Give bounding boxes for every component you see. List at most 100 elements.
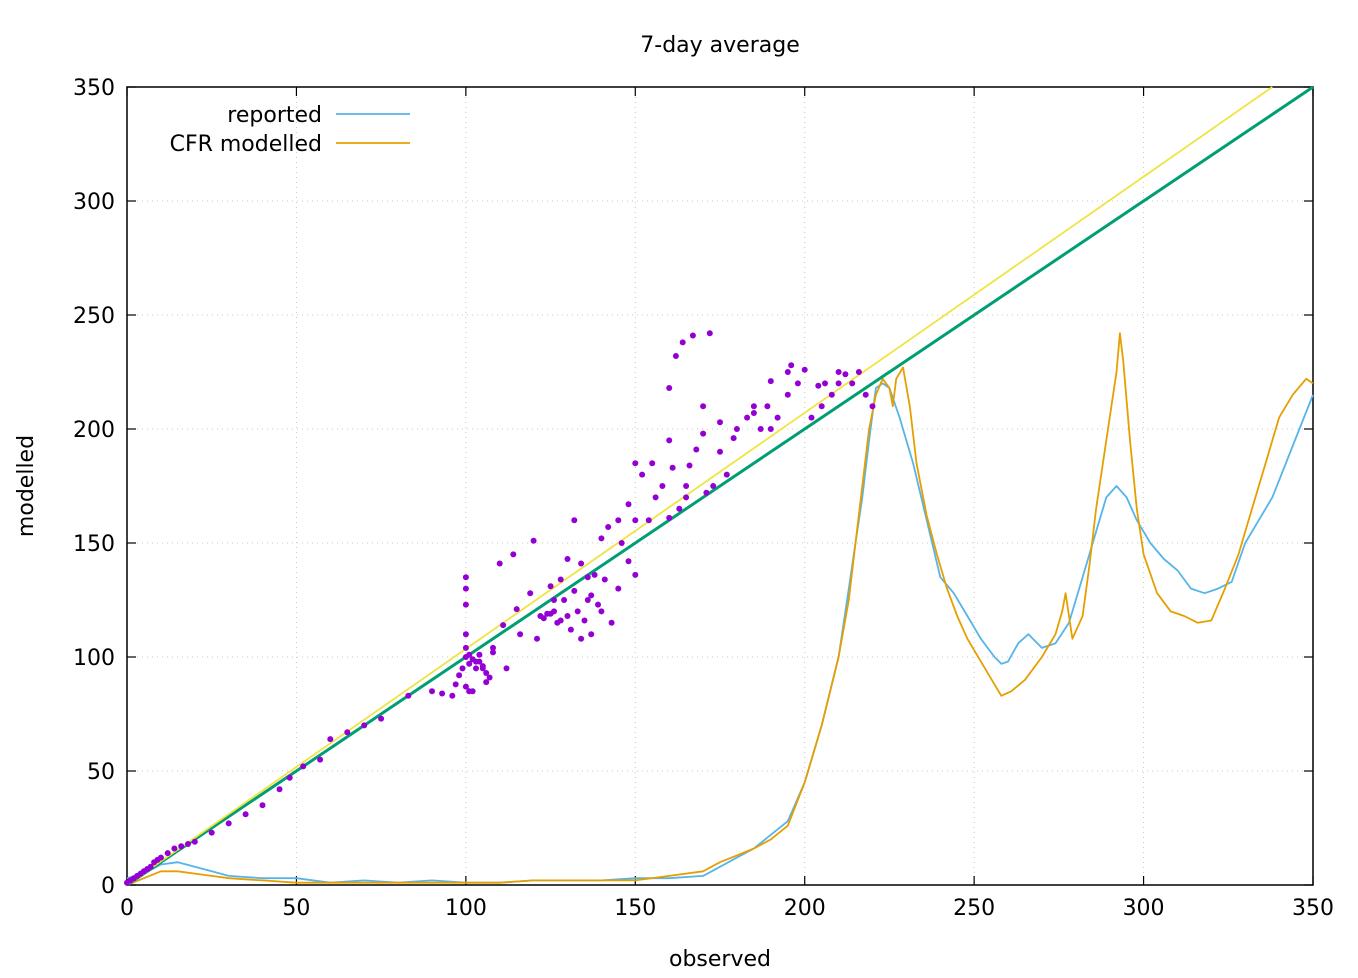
- x-tick-label-5: 250: [953, 896, 995, 921]
- axis-ticks: 0 50 100 150 200 250 300 350 0 50 100 150 200 250 300 3…: [73, 76, 1334, 921]
- scatter-point-82: [659, 483, 666, 489]
- scatter-point-50: [496, 560, 503, 567]
- scatter-point-16: [208, 829, 215, 836]
- scatter-point-132: [479, 663, 486, 670]
- scatter-point-85: [676, 505, 683, 512]
- scatter-point-37: [462, 631, 469, 638]
- scatter-point-23: [317, 756, 324, 763]
- scatter-point-147: [547, 583, 554, 590]
- scatter-point-78: [632, 571, 639, 578]
- scatter-point-51: [500, 622, 507, 629]
- scatter-point-98: [757, 426, 764, 432]
- legend-label-1: CFR modelled: [170, 132, 322, 157]
- scatter-point-108: [822, 380, 828, 387]
- scatter-point-105: [801, 366, 808, 373]
- scatter-point-33: [456, 672, 463, 679]
- x-tick-label-2: 100: [445, 896, 487, 921]
- scatter-point-52: [510, 551, 517, 558]
- scatter-point-64: [567, 626, 574, 633]
- scatter-point-146: [557, 576, 564, 583]
- scatter-point-19: [259, 802, 266, 809]
- scatter-point-81: [652, 494, 659, 501]
- scatter-point-30: [439, 690, 446, 697]
- scatter-point-26: [361, 722, 368, 729]
- scatter-point-125: [818, 403, 825, 410]
- scatter-point-92: [717, 448, 723, 455]
- scatter-point-140: [625, 558, 632, 565]
- scatter-point-63: [564, 613, 571, 619]
- scatter-point-115: [869, 403, 876, 410]
- scatter-point-118: [666, 437, 673, 444]
- scatter-point-59: [551, 608, 557, 615]
- scatter-point-134: [564, 556, 571, 562]
- scatter-point-27: [378, 715, 385, 722]
- scatter-point-12: [171, 845, 178, 852]
- scatter-point-116: [632, 460, 639, 467]
- scatter-point-88: [693, 446, 700, 453]
- scatter-point-127: [462, 683, 469, 690]
- scatter-point-80: [645, 517, 652, 524]
- scatter-point-135: [571, 517, 578, 524]
- x-tick-label-1: 50: [282, 896, 310, 921]
- scatter-point-117: [649, 460, 656, 467]
- scatter-point-120: [700, 403, 707, 410]
- chart-title: 7-day average: [640, 33, 799, 58]
- grid: [127, 87, 1313, 885]
- scatter-point-124: [784, 369, 791, 375]
- scatter-point-155: [588, 592, 595, 599]
- scatter-point-77: [632, 517, 639, 524]
- scatter-point-15: [191, 838, 198, 845]
- scatter-point-114: [862, 391, 869, 398]
- series-line-reference-2: [126, 85, 1314, 887]
- scatter-point-90: [703, 489, 710, 496]
- scatter-point-21: [286, 774, 293, 781]
- scatter-point-55: [530, 537, 537, 544]
- scatter-point-84: [669, 464, 676, 471]
- scatter-point-31: [449, 692, 456, 699]
- scatter-point-139: [615, 585, 622, 592]
- y-tick-label-2: 100: [73, 646, 115, 671]
- y-tick-label-7: 350: [73, 76, 115, 101]
- y-tick-label-1: 50: [87, 760, 115, 785]
- scatter-point-71: [598, 535, 605, 542]
- y-tick-label-6: 300: [73, 190, 115, 215]
- scatter-point-68: [584, 597, 591, 603]
- x-tick-label-0: 0: [120, 896, 134, 921]
- scatter-point-89: [700, 430, 707, 437]
- x-tick-label-3: 150: [614, 896, 656, 921]
- scatter-point-142: [672, 353, 679, 359]
- scatter-point-39: [462, 585, 469, 592]
- scatter-point-113: [855, 369, 862, 375]
- plot-frame: [126, 86, 1314, 886]
- scatter-point-150: [503, 665, 510, 672]
- scatter-point-101: [774, 414, 781, 421]
- scatter-point-57: [540, 615, 547, 622]
- series-line-reference-3: [126, 86, 1273, 886]
- scatter-point-110: [835, 380, 842, 387]
- scatter-point-75: [618, 540, 625, 546]
- y-tick-label-5: 250: [73, 304, 115, 329]
- scatter-point-102: [784, 391, 791, 398]
- scatter-point-99: [764, 403, 771, 410]
- scatter-layer: [124, 330, 876, 886]
- scatter-point-13: [178, 843, 185, 850]
- legend-label-0: reported: [227, 103, 322, 128]
- x-tick-label-6: 300: [1123, 896, 1165, 921]
- scatter-point-131: [476, 658, 483, 665]
- scatter-point-121: [717, 419, 723, 426]
- scatter-point-119: [683, 483, 690, 489]
- scatter-point-109: [828, 391, 835, 398]
- scatter-point-62: [561, 597, 568, 603]
- scatter-point-111: [842, 371, 849, 378]
- scatter-point-112: [849, 380, 856, 387]
- x-tick-label-7: 350: [1292, 896, 1334, 921]
- scatter-point-14: [185, 841, 191, 847]
- scatter-point-76: [625, 501, 632, 508]
- scatter-point-104: [794, 380, 801, 387]
- x-tick-label-4: 200: [784, 896, 826, 921]
- scatter-point-152: [544, 610, 551, 617]
- scatter-point-42: [466, 651, 473, 658]
- scatter-point-73: [608, 619, 615, 626]
- scatter-point-122: [750, 410, 757, 416]
